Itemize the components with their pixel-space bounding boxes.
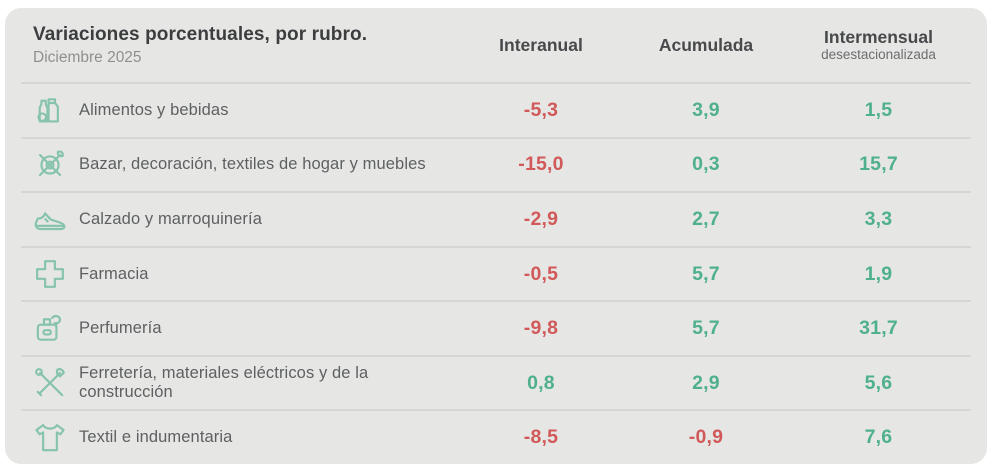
acumulada-value: 2,7 [692, 207, 720, 230]
intermensual-value: 5,6 [864, 371, 893, 394]
row-label: Alimentos y bebidas [79, 100, 229, 119]
interanual-value: -2,9 [523, 207, 559, 230]
row-label: Calzado y marroquinería [79, 209, 262, 228]
intermensual-value: 15,7 [859, 153, 898, 176]
table-row: Bazar, decoración, textiles de hogar y m… [21, 136, 971, 192]
acumulada-value: 0,3 [692, 153, 720, 176]
period-subtitle: Diciembre 2025 [33, 48, 142, 66]
table-row: Perfumería -9,8 5,7 31,7 [21, 300, 971, 355]
intermensual-value: 31,7 [859, 317, 898, 340]
column-header-acumulada: Acumulada [658, 34, 754, 55]
intermensual-value: 1,5 [864, 98, 893, 121]
row-label: Bazar, decoración, textiles de hogar y m… [79, 155, 426, 174]
groceries-icon [21, 90, 73, 130]
pharmacy-cross-icon [21, 254, 73, 294]
table-row: Textil e indumentaria -8,5 -0,9 7,6 [21, 409, 971, 464]
row-label: Textil e indumentaria [79, 428, 233, 447]
title-block: Variaciones porcentuales, por rubro. Dic… [21, 24, 456, 67]
interanual-value: -15,0 [518, 153, 564, 176]
shoe-icon [21, 199, 73, 239]
row-label: Ferretería, materiales eléctricos y de l… [79, 364, 369, 402]
acumulada-value: -0,9 [688, 426, 724, 449]
intermensual-value: 3,3 [864, 207, 893, 230]
column-header-interanual: Interanual [499, 34, 583, 55]
row-label: Farmacia [79, 264, 149, 283]
table-row: Alimentos y bebidas -5,3 3,9 1,5 [21, 82, 971, 137]
tableware-icon [21, 145, 73, 185]
page-title: Variaciones porcentuales, por rubro. [33, 23, 368, 45]
tshirt-icon [21, 418, 73, 458]
interanual-value: -0,5 [523, 262, 559, 285]
interanual-value: -9,8 [523, 317, 559, 340]
interanual-value: 0,8 [527, 371, 555, 394]
column-header-intermensual: Intermensual desestacionalizada [821, 27, 936, 63]
interanual-value: -8,5 [523, 426, 559, 449]
variations-table-card: Variaciones porcentuales, por rubro. Dic… [5, 8, 987, 464]
intermensual-value: 1,9 [864, 262, 893, 285]
acumulada-value: 3,9 [692, 98, 720, 121]
tools-icon [21, 363, 73, 403]
interanual-value: -5,3 [523, 98, 559, 121]
table-row: Farmacia -0,5 5,7 1,9 [21, 245, 971, 301]
intermensual-value: 7,6 [864, 426, 893, 449]
table-header: Variaciones porcentuales, por rubro. Dic… [21, 8, 971, 82]
acumulada-value: 2,9 [692, 371, 720, 394]
table-row: Calzado y marroquinería -2,9 2,7 3,3 [21, 191, 971, 246]
table-row: Ferretería, materiales eléctricos y de l… [21, 354, 971, 410]
acumulada-value: 5,7 [692, 317, 720, 340]
row-label: Perfumería [79, 319, 162, 338]
perfume-bottle-icon [21, 309, 73, 349]
acumulada-value: 5,7 [692, 262, 720, 285]
